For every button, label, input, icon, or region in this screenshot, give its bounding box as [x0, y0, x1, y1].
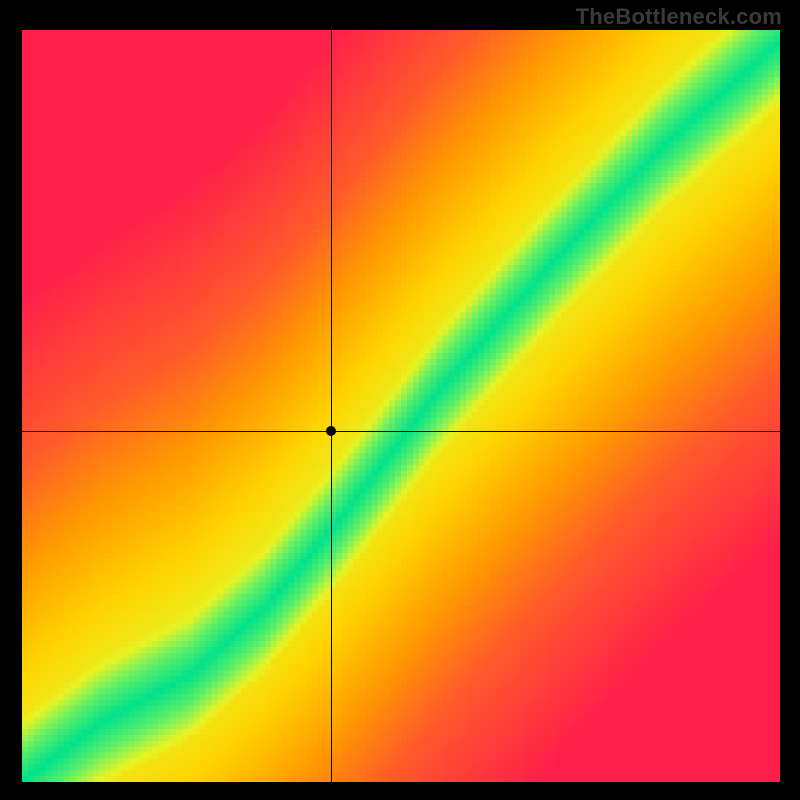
crosshair-marker: [326, 426, 336, 436]
crosshair-vertical: [331, 30, 332, 782]
plot-area: [22, 30, 780, 782]
heatmap-canvas: [22, 30, 780, 782]
watermark-text: TheBottleneck.com: [576, 4, 782, 30]
chart-container: TheBottleneck.com: [0, 0, 800, 800]
crosshair-horizontal: [22, 431, 780, 432]
